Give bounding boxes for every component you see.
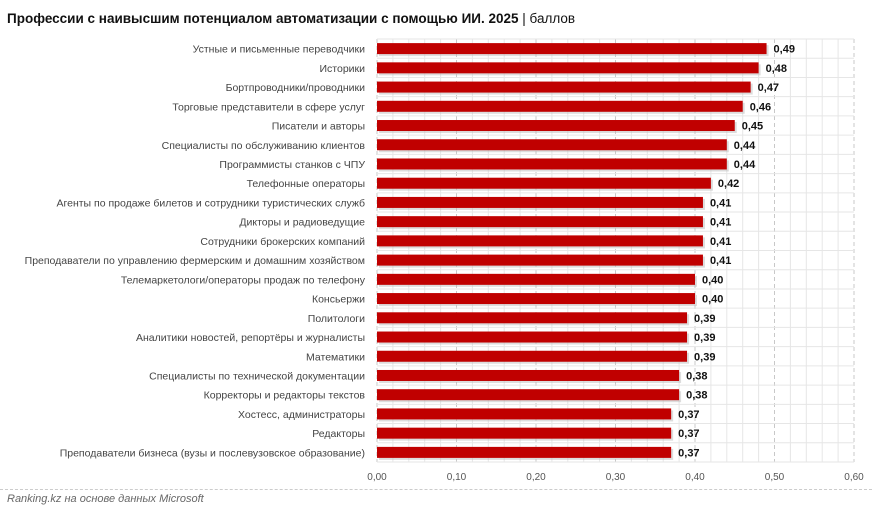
category-label: Бортпроводники/проводники	[226, 82, 366, 94]
data-label: 0,44	[734, 159, 756, 171]
category-label: Историки	[320, 63, 366, 75]
bar	[377, 312, 688, 324]
bar	[377, 158, 727, 170]
x-tick-label: 0,30	[606, 472, 626, 483]
category-label: Программисты станков с ЧПУ	[219, 159, 365, 171]
data-label: 0,44	[734, 140, 756, 152]
data-label: 0,40	[702, 294, 723, 306]
category-label: Телемаркетологи/операторы продаж по теле…	[121, 274, 366, 286]
chart-title: Профессии с наивысшим потенциалом автома…	[7, 11, 576, 26]
bar	[377, 216, 703, 228]
data-label: 0,39	[694, 351, 715, 363]
data-label: 0,41	[710, 255, 731, 267]
data-label: 0,38	[686, 370, 707, 382]
category-label: Хостесс, администраторы	[238, 409, 365, 421]
data-label: 0,47	[758, 82, 779, 94]
bar	[377, 139, 727, 151]
data-label: 0,48	[766, 63, 787, 75]
data-label: 0,45	[742, 121, 763, 133]
category-label: Торговые представители в сфере услуг	[172, 101, 365, 113]
category-label: Преподаватели по управлению фермерским и…	[25, 255, 365, 267]
data-label: 0,46	[750, 101, 771, 113]
data-label: 0,38	[686, 390, 707, 402]
category-label: Специалисты по обслуживанию клиентов	[162, 140, 366, 152]
data-label: 0,40	[702, 274, 723, 286]
data-label: 0,37	[678, 447, 699, 459]
category-label: Сотрудники брокерских компаний	[200, 236, 365, 248]
bar	[377, 389, 680, 401]
category-label: Корректоры и редакторы текстов	[204, 390, 366, 402]
x-tick-label: 0,50	[765, 472, 785, 483]
category-label: Преподаватели бизнеса (вузы и послевузов…	[60, 447, 365, 459]
source-note: Ranking.kz на основе данных Microsoft	[7, 493, 204, 505]
bar	[377, 273, 695, 285]
bar	[377, 43, 767, 55]
category-label: Дикторы и радиоведущие	[239, 217, 365, 229]
bar	[377, 196, 703, 208]
category-label: Устные и письменные переводчики	[193, 44, 365, 56]
x-tick-label: 0,00	[367, 472, 387, 483]
category-label: Аналитики новостей, репортёры и журналис…	[136, 332, 365, 344]
bar	[377, 331, 688, 343]
category-label: Консьержи	[312, 294, 365, 306]
bar	[377, 120, 735, 132]
data-label: 0,49	[774, 44, 795, 56]
category-label: Политологи	[308, 313, 365, 325]
x-tick-label: 0,60	[844, 472, 864, 483]
x-tick-label: 0,40	[685, 472, 705, 483]
bar	[377, 350, 688, 362]
data-label: 0,42	[718, 178, 739, 190]
category-label: Писатели и авторы	[272, 121, 365, 133]
data-label: 0,41	[710, 236, 731, 248]
data-label: 0,39	[694, 313, 715, 325]
bar	[377, 446, 672, 458]
bar	[377, 100, 743, 112]
bar	[377, 254, 703, 266]
x-tick-label: 0,20	[526, 472, 546, 483]
bar	[377, 62, 759, 74]
bar	[377, 408, 672, 420]
divider	[0, 489, 872, 490]
data-label: 0,39	[694, 332, 715, 344]
category-label: Телефонные операторы	[247, 178, 365, 190]
category-label: Редакторы	[312, 428, 365, 440]
category-label: Агенты по продаже билетов и сотрудники т…	[57, 197, 366, 209]
bar	[377, 369, 680, 381]
bar	[377, 293, 695, 305]
category-label: Математики	[306, 351, 365, 363]
data-label: 0,41	[710, 197, 731, 209]
bar	[377, 235, 703, 247]
data-label: 0,37	[678, 428, 699, 440]
bar-chart: 0,00 0,10 0,20 0,30 0,40 0,50 0,60 0,49 Устные и…	[25, 38, 864, 483]
bar	[377, 81, 751, 93]
bar	[377, 427, 672, 439]
category-label: Специалисты по технической документации	[149, 370, 365, 382]
bar	[377, 177, 711, 189]
x-tick-label: 0,10	[447, 472, 467, 483]
data-label: 0,41	[710, 217, 731, 229]
data-label: 0,37	[678, 409, 699, 421]
